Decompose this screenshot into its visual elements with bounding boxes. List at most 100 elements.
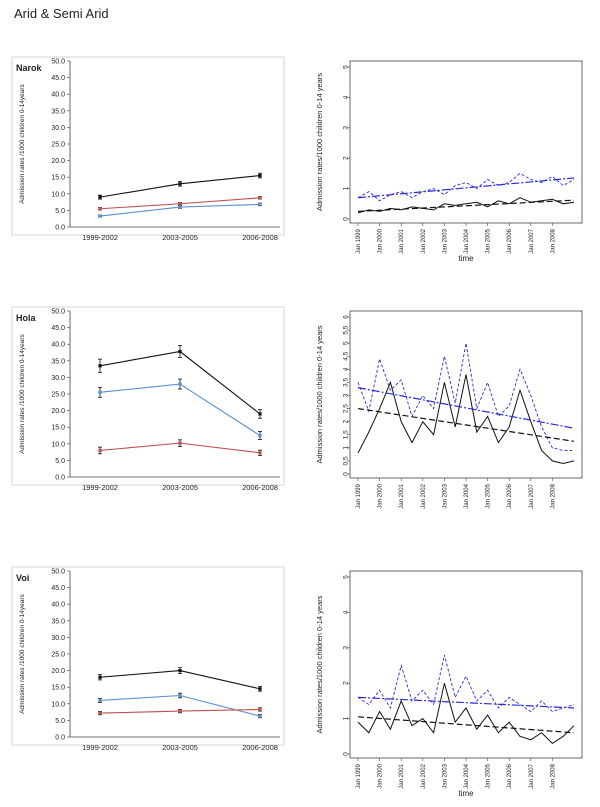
y-axis-label: Admission rates /1000 children 0-14years — [19, 83, 26, 203]
x-tick-label: Jan 1999 — [356, 763, 362, 788]
y-tick-label: 2 — [343, 156, 350, 160]
y-tick-label: 45.0 — [51, 585, 65, 592]
x-tick-label: Jan 2004 — [464, 763, 470, 788]
data-point-red — [98, 711, 102, 715]
y-tick-label: 5.0 — [55, 718, 65, 725]
y-tick-label: 4 — [343, 95, 350, 99]
x-tick-label: 2006-2008 — [242, 233, 278, 242]
y-tick-label: 0.0 — [55, 475, 65, 482]
x-tick-label: Jan 2002 — [421, 483, 427, 508]
series-line-blue-dashed — [357, 172, 575, 202]
series-line-blue — [99, 383, 261, 436]
x-tick-label: 2003-2005 — [162, 233, 198, 242]
y-tick-label: 45.0 — [51, 75, 65, 82]
y-tick-label: 35.0 — [51, 108, 65, 115]
x-tick-label: Jan 2008 — [550, 763, 556, 788]
data-point-blue — [178, 693, 182, 698]
y-tick-label: 1 — [343, 186, 350, 190]
y-tick-label: 35.0 — [51, 618, 65, 625]
y-tick-label: 6 — [343, 315, 350, 319]
x-tick-label: 1999-2002 — [82, 233, 118, 242]
x-tick-label: Jan 1999 — [356, 483, 362, 508]
y-tick-label: 4.5 — [343, 351, 350, 360]
y-tick-label: 50.0 — [51, 309, 65, 316]
y-tick-label: 30.0 — [51, 125, 65, 132]
y-tick-label: 0.0 — [55, 735, 65, 742]
y-axis-label: Admission rates /1000 children 0-14years — [19, 333, 26, 453]
y-tick-label: 40.0 — [51, 602, 65, 609]
y-tick-label: 30.0 — [51, 635, 65, 642]
x-tick-label: Jan 2007 — [529, 763, 535, 788]
y-tick-label: 1 — [343, 716, 350, 720]
y-tick-label: 5.5 — [343, 325, 350, 334]
y-tick-label: 1.5 — [343, 430, 350, 439]
x-tick-label: Jan 2006 — [507, 228, 513, 253]
x-tick-label: Jan 2005 — [486, 763, 492, 788]
data-point-black — [178, 349, 182, 354]
data-point-red — [258, 451, 262, 455]
y-tick-label: 5.0 — [55, 458, 65, 465]
series-line-blue-dashed — [357, 654, 575, 713]
y-tick-label: 5.0 — [55, 208, 65, 215]
data-point-blue — [258, 202, 262, 207]
y-tick-label: 40.0 — [51, 92, 65, 99]
narok-timeseries-chart: 0 1 2 3 4 5 Admission rates/1000 children 0-14… — [315, 60, 583, 263]
data-point-black — [98, 364, 102, 368]
data-point-red — [258, 707, 262, 712]
x-tick-label: 1999-2002 — [82, 483, 118, 492]
y-tick-label: 25.0 — [51, 652, 65, 659]
y-tick-label: 10.0 — [51, 191, 65, 198]
data-point-black — [98, 195, 102, 199]
data-point-black — [178, 669, 182, 673]
y-tick-label: 10.0 — [51, 701, 65, 708]
x-tick-label: Jan 2007 — [529, 483, 535, 508]
y-tick-label: 25.0 — [51, 392, 65, 399]
trend-line-black-trend — [357, 199, 575, 212]
page-title: Arid & Semi Arid — [14, 6, 109, 21]
y-tick-label: 4 — [343, 610, 350, 614]
y-tick-label: 5 — [343, 575, 350, 579]
y-tick-label: 0 — [343, 217, 350, 221]
y-tick-label: 20.0 — [51, 158, 65, 165]
x-tick-label: Jan 2004 — [464, 483, 470, 508]
y-axis-label: Admission rates /1000 children 0-14years — [19, 593, 26, 713]
x-tick-label: Jan 2002 — [421, 228, 427, 253]
y-tick-label: 15.0 — [51, 175, 65, 182]
voi-admission-chart: Voi 0.0 5.0 10.0 15.0 20.0 25.0 30.0 35.0 40.0 45.… — [11, 566, 285, 752]
y-axis-label: Admission rates/1000 children 0-14 years — [315, 325, 324, 463]
data-point-blue — [178, 382, 182, 386]
x-axis-label: time — [458, 254, 474, 263]
x-tick-label: Jan 2006 — [507, 763, 513, 788]
y-tick-label: 5 — [343, 65, 350, 69]
y-tick-label: 4 — [343, 367, 350, 371]
y-tick-label: 0 — [343, 752, 350, 756]
plot-box — [349, 570, 583, 759]
chart-title: Voi — [16, 573, 29, 583]
x-tick-label: Jan 2000 — [378, 228, 384, 253]
trend-line-blue-trend — [357, 696, 575, 709]
y-tick-label: 3 — [343, 126, 350, 130]
x-tick-label: Jan 2003 — [442, 228, 448, 253]
y-tick-label: 3 — [343, 646, 350, 650]
x-tick-label: Jan 1999 — [356, 228, 362, 253]
chart-title: Narok — [16, 63, 43, 73]
data-point-blue — [98, 214, 102, 218]
x-tick-label: Jan 2004 — [464, 228, 470, 253]
x-tick-label: 2003-2005 — [162, 743, 198, 752]
narok-admission-chart: Narok 0.0 5.0 10.0 15.0 20.0 25.0 30.0 35.0 40.0 4… — [11, 56, 285, 242]
y-tick-label: 0.5 — [343, 456, 350, 465]
x-tick-label: Jan 2003 — [442, 763, 448, 788]
y-tick-label: 50.0 — [51, 59, 65, 66]
x-tick-label: Jan 2005 — [486, 228, 492, 253]
y-tick-label: 15.0 — [51, 425, 65, 432]
x-tick-label: Jan 2001 — [399, 483, 405, 508]
y-tick-label: 20.0 — [51, 408, 65, 415]
y-tick-label: 25.0 — [51, 142, 65, 149]
y-tick-label: 20.0 — [51, 668, 65, 675]
x-tick-label: Jan 2000 — [378, 483, 384, 508]
y-tick-label: 5 — [343, 341, 350, 345]
y-tick-label: 10.0 — [51, 441, 65, 448]
x-tick-label: Jan 2008 — [550, 228, 556, 253]
y-tick-label: 50.0 — [51, 569, 65, 576]
x-tick-label: Jan 2001 — [399, 763, 405, 788]
